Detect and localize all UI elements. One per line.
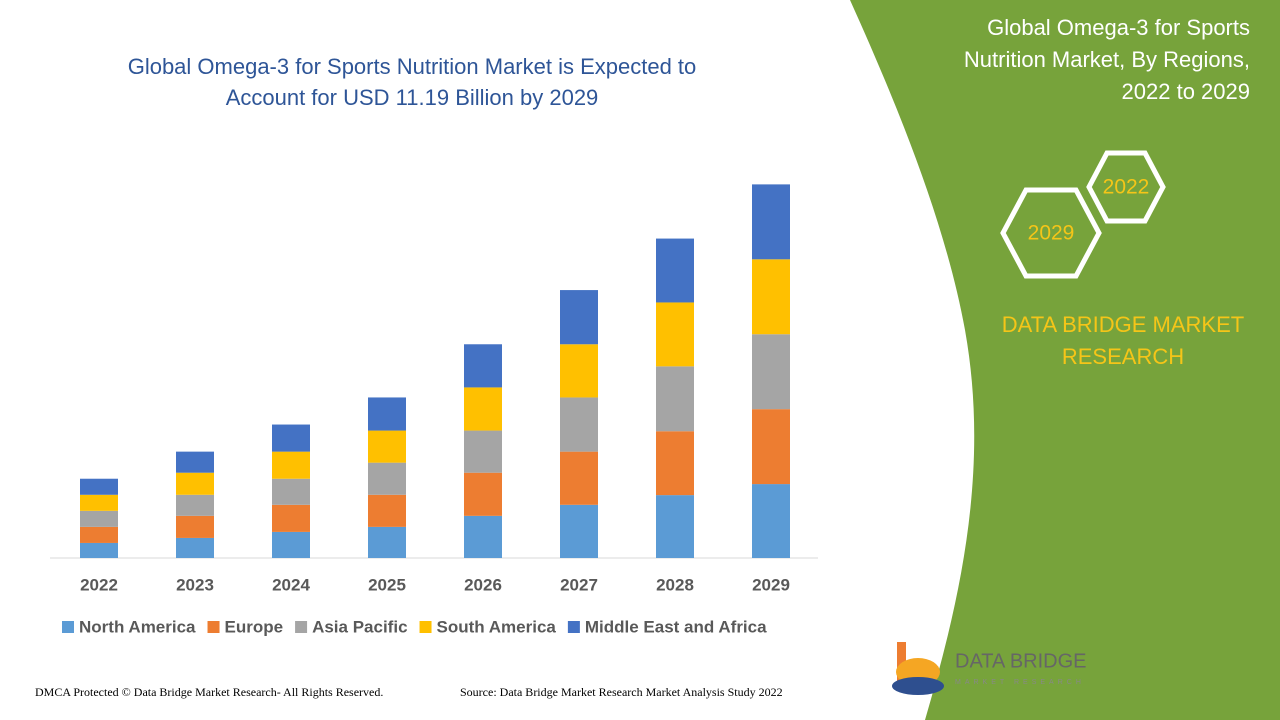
bar-segment bbox=[176, 515, 214, 538]
legend-label: Europe bbox=[225, 617, 284, 636]
x-tick-label: 2024 bbox=[272, 575, 310, 594]
bar-segment bbox=[176, 537, 214, 558]
bar-segment bbox=[368, 462, 406, 495]
copyright: DMCA Protected © Data Bridge Market Rese… bbox=[35, 685, 383, 699]
bar-segment bbox=[176, 451, 214, 473]
bar-segment bbox=[752, 184, 790, 260]
logo-icon bbox=[897, 642, 906, 682]
logo-tagline: MARKET RESEARCH bbox=[955, 679, 1085, 686]
bar-segment bbox=[656, 495, 694, 558]
bar-segment bbox=[272, 451, 310, 479]
bar-segment bbox=[80, 510, 118, 527]
logo-icon bbox=[892, 677, 944, 695]
chart-title: Global Omega-3 for Sports Nutrition Mark… bbox=[128, 54, 697, 79]
x-tick-label: 2027 bbox=[560, 575, 598, 594]
bar-segment bbox=[752, 484, 790, 558]
x-tick-label: 2029 bbox=[752, 575, 790, 594]
bar-segment bbox=[368, 526, 406, 558]
bar-segment bbox=[560, 397, 598, 452]
legend-label: Middle East and Africa bbox=[585, 617, 767, 636]
bar-segment bbox=[464, 344, 502, 388]
bar-segment bbox=[464, 472, 502, 516]
bar-segment bbox=[80, 526, 118, 543]
panel-title: Nutrition Market, By Regions, bbox=[964, 47, 1250, 72]
logo-name: DATA BRIDGE bbox=[955, 650, 1087, 672]
bar-segment bbox=[464, 515, 502, 558]
bar-segment bbox=[80, 478, 118, 495]
brand-text: DATA BRIDGE MARKET bbox=[1002, 312, 1244, 337]
bar-segment bbox=[560, 451, 598, 505]
x-tick-label: 2025 bbox=[368, 575, 406, 594]
bar-segment bbox=[272, 531, 310, 558]
bar-segment bbox=[560, 290, 598, 345]
source: Source: Data Bridge Market Research Mark… bbox=[460, 685, 783, 699]
bar-segment bbox=[272, 424, 310, 452]
bar-segment bbox=[752, 409, 790, 485]
bar-segment bbox=[464, 387, 502, 431]
bar-segment bbox=[368, 494, 406, 527]
x-tick-label: 2028 bbox=[656, 575, 694, 594]
legend-swatch bbox=[207, 621, 220, 633]
legend-label: Asia Pacific bbox=[312, 617, 407, 636]
x-tick-label: 2026 bbox=[464, 575, 502, 594]
legend-swatch bbox=[419, 621, 432, 633]
x-tick-label: 2022 bbox=[80, 575, 118, 594]
bar-segment bbox=[368, 397, 406, 431]
bar-segment bbox=[752, 334, 790, 410]
bar-segment bbox=[80, 494, 118, 511]
bar-segment bbox=[656, 302, 694, 367]
bar-segment bbox=[656, 238, 694, 303]
bar-segment bbox=[560, 504, 598, 558]
bar-segment bbox=[464, 430, 502, 473]
hexagon bbox=[1086, 150, 1166, 224]
chart-title: Account for USD 11.19 Billion by 2029 bbox=[226, 85, 599, 110]
green-panel bbox=[850, 0, 1280, 720]
brand-text: RESEARCH bbox=[1062, 344, 1184, 369]
bar-segment bbox=[656, 431, 694, 496]
bar-segment bbox=[80, 542, 118, 558]
bar-segment bbox=[368, 430, 406, 463]
bar-segment bbox=[560, 344, 598, 398]
legend-swatch bbox=[295, 621, 308, 633]
legend-label: North America bbox=[79, 617, 196, 636]
bar-segment bbox=[272, 504, 310, 532]
legend-swatch bbox=[567, 621, 580, 633]
legend-swatch bbox=[62, 621, 74, 633]
bar-segment bbox=[176, 472, 214, 495]
bar-segment bbox=[752, 259, 790, 335]
bar-segment bbox=[176, 494, 214, 516]
year-badge: 2029 bbox=[1028, 222, 1075, 245]
legend-label: South America bbox=[437, 617, 557, 636]
year-badge: 2022 bbox=[1103, 176, 1150, 199]
hexagon bbox=[1000, 187, 1102, 279]
bar-segment bbox=[656, 366, 694, 432]
logo: DATA BRIDGE MARKET RESEARCH bbox=[892, 642, 1087, 695]
x-tick-label: 2023 bbox=[176, 575, 214, 594]
panel-title: 2022 to 2029 bbox=[1122, 79, 1250, 104]
bar-segment bbox=[272, 478, 310, 505]
panel-title: Global Omega-3 for Sports bbox=[987, 15, 1250, 40]
